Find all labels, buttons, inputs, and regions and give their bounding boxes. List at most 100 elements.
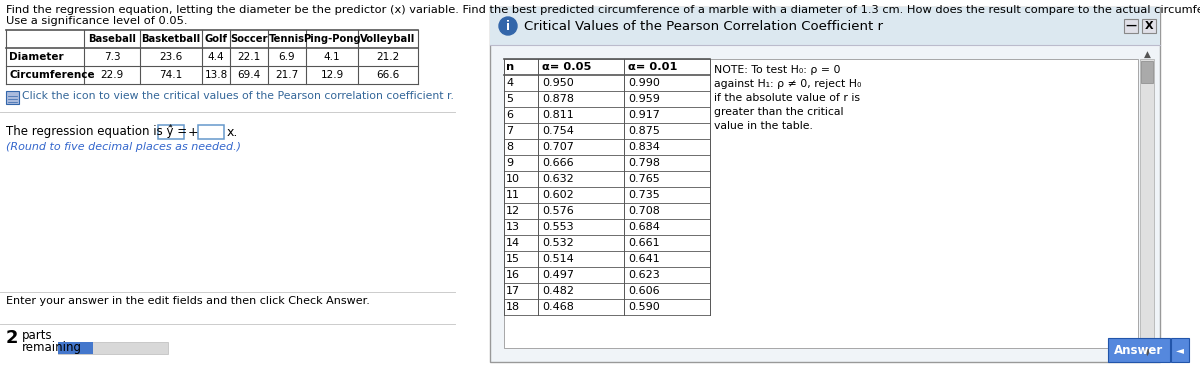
Text: 0.606: 0.606 bbox=[628, 286, 660, 296]
Text: 0.735: 0.735 bbox=[628, 190, 660, 200]
Text: 0.632: 0.632 bbox=[542, 174, 574, 184]
Text: 0.514: 0.514 bbox=[542, 254, 574, 264]
Text: x.: x. bbox=[227, 126, 239, 138]
Text: 16: 16 bbox=[506, 270, 520, 280]
Text: Ping-Pong: Ping-Pong bbox=[304, 34, 361, 44]
Text: 9: 9 bbox=[506, 158, 514, 168]
Text: 15: 15 bbox=[506, 254, 520, 264]
Text: Baseball: Baseball bbox=[88, 34, 136, 44]
Text: Tennis: Tennis bbox=[269, 34, 305, 44]
Text: 14: 14 bbox=[506, 238, 520, 248]
Bar bbox=[58, 342, 168, 354]
Bar bbox=[1108, 338, 1170, 362]
Text: Use a significance level of 0.05.: Use a significance level of 0.05. bbox=[6, 16, 187, 26]
Text: 66.6: 66.6 bbox=[377, 70, 400, 80]
Text: 0.707: 0.707 bbox=[542, 142, 574, 152]
Text: Circumference: Circumference bbox=[10, 70, 95, 80]
Text: 4.1: 4.1 bbox=[324, 52, 341, 62]
Text: Enter your answer in the edit fields and then click Check Answer.: Enter your answer in the edit fields and… bbox=[6, 296, 370, 306]
Text: 0.576: 0.576 bbox=[542, 206, 574, 216]
Text: 0.661: 0.661 bbox=[628, 238, 660, 248]
Text: Find the regression equation, letting the diameter be the predictor (x) variable: Find the regression equation, letting th… bbox=[6, 5, 1200, 15]
Text: 0.917: 0.917 bbox=[628, 110, 660, 120]
Text: 7.3: 7.3 bbox=[103, 52, 120, 62]
Text: 22.1: 22.1 bbox=[238, 52, 260, 62]
Text: 7: 7 bbox=[506, 126, 514, 136]
Bar bbox=[1140, 59, 1154, 348]
Text: Click the icon to view the critical values of the Pearson correlation coefficien: Click the icon to view the critical valu… bbox=[22, 91, 454, 101]
Text: greater than the critical: greater than the critical bbox=[714, 107, 844, 117]
Text: if the absolute value of r is: if the absolute value of r is bbox=[714, 93, 860, 103]
Text: (Round to five decimal places as needed.): (Round to five decimal places as needed.… bbox=[6, 142, 241, 152]
Circle shape bbox=[499, 17, 517, 35]
Bar bbox=[58, 342, 94, 354]
Bar bbox=[1171, 338, 1189, 362]
Text: 0.990: 0.990 bbox=[628, 78, 660, 88]
Text: 0.602: 0.602 bbox=[542, 190, 574, 200]
Text: ▼: ▼ bbox=[1144, 348, 1151, 357]
Text: —: — bbox=[1126, 21, 1136, 31]
Text: 0.553: 0.553 bbox=[542, 222, 574, 232]
Text: 18: 18 bbox=[506, 302, 520, 312]
Text: 2: 2 bbox=[6, 329, 18, 347]
Text: 21.7: 21.7 bbox=[275, 70, 299, 80]
Text: 23.6: 23.6 bbox=[160, 52, 182, 62]
Text: 0.666: 0.666 bbox=[542, 158, 574, 168]
Text: NOTE: To test H₀: ρ = 0: NOTE: To test H₀: ρ = 0 bbox=[714, 65, 840, 75]
Text: 69.4: 69.4 bbox=[238, 70, 260, 80]
Text: n: n bbox=[506, 62, 515, 72]
Text: Basketball: Basketball bbox=[142, 34, 200, 44]
Text: 13: 13 bbox=[506, 222, 520, 232]
Text: 6.9: 6.9 bbox=[278, 52, 295, 62]
Text: 12.9: 12.9 bbox=[320, 70, 343, 80]
Bar bbox=[1141, 61, 1153, 83]
Text: +: + bbox=[188, 126, 199, 138]
Text: Answer: Answer bbox=[1115, 344, 1164, 356]
Text: 0.959: 0.959 bbox=[628, 94, 660, 104]
Text: 10: 10 bbox=[506, 174, 520, 184]
Text: 0.875: 0.875 bbox=[628, 126, 660, 136]
Text: 0.641: 0.641 bbox=[628, 254, 660, 264]
Text: 0.468: 0.468 bbox=[542, 302, 574, 312]
Bar bbox=[504, 59, 1138, 348]
Text: 0.878: 0.878 bbox=[542, 94, 574, 104]
Text: 4.4: 4.4 bbox=[208, 52, 224, 62]
Text: 4: 4 bbox=[506, 78, 514, 88]
Text: 0.754: 0.754 bbox=[542, 126, 574, 136]
Text: 22.9: 22.9 bbox=[101, 70, 124, 80]
Text: α= 0.01: α= 0.01 bbox=[628, 62, 677, 72]
Text: 0.765: 0.765 bbox=[628, 174, 660, 184]
Text: remaining: remaining bbox=[22, 341, 82, 354]
Text: Critical Values of the Pearson Correlation Coefficient r: Critical Values of the Pearson Correlati… bbox=[524, 19, 883, 33]
Text: parts: parts bbox=[22, 329, 53, 342]
Text: 0.950: 0.950 bbox=[542, 78, 574, 88]
Text: 5: 5 bbox=[506, 94, 514, 104]
Text: ◄: ◄ bbox=[1176, 345, 1184, 355]
Text: X: X bbox=[1145, 21, 1153, 31]
Text: 21.2: 21.2 bbox=[377, 52, 400, 62]
Text: 0.497: 0.497 bbox=[542, 270, 574, 280]
Text: 0.590: 0.590 bbox=[628, 302, 660, 312]
Text: 74.1: 74.1 bbox=[160, 70, 182, 80]
Text: The regression equation is ŷ̂ =: The regression equation is ŷ̂ = bbox=[6, 124, 191, 138]
Bar bbox=[1124, 19, 1138, 33]
Text: against H₁: ρ ≠ 0, reject H₀: against H₁: ρ ≠ 0, reject H₀ bbox=[714, 79, 862, 89]
Text: 13.8: 13.8 bbox=[204, 70, 228, 80]
Text: 17: 17 bbox=[506, 286, 520, 296]
Text: 0.708: 0.708 bbox=[628, 206, 660, 216]
Text: Golf: Golf bbox=[204, 34, 228, 44]
Text: 8: 8 bbox=[506, 142, 514, 152]
Bar bbox=[490, 7, 1160, 45]
Text: 0.798: 0.798 bbox=[628, 158, 660, 168]
Text: 0.532: 0.532 bbox=[542, 238, 574, 248]
Text: Diameter: Diameter bbox=[10, 52, 64, 62]
Text: 0.811: 0.811 bbox=[542, 110, 574, 120]
Text: value in the table.: value in the table. bbox=[714, 121, 812, 131]
Bar bbox=[158, 125, 184, 139]
Text: 0.623: 0.623 bbox=[628, 270, 660, 280]
Text: α= 0.05: α= 0.05 bbox=[542, 62, 592, 72]
Bar bbox=[1142, 19, 1156, 33]
Text: ▲: ▲ bbox=[1144, 50, 1151, 59]
Bar bbox=[6, 91, 19, 104]
Text: 11: 11 bbox=[506, 190, 520, 200]
